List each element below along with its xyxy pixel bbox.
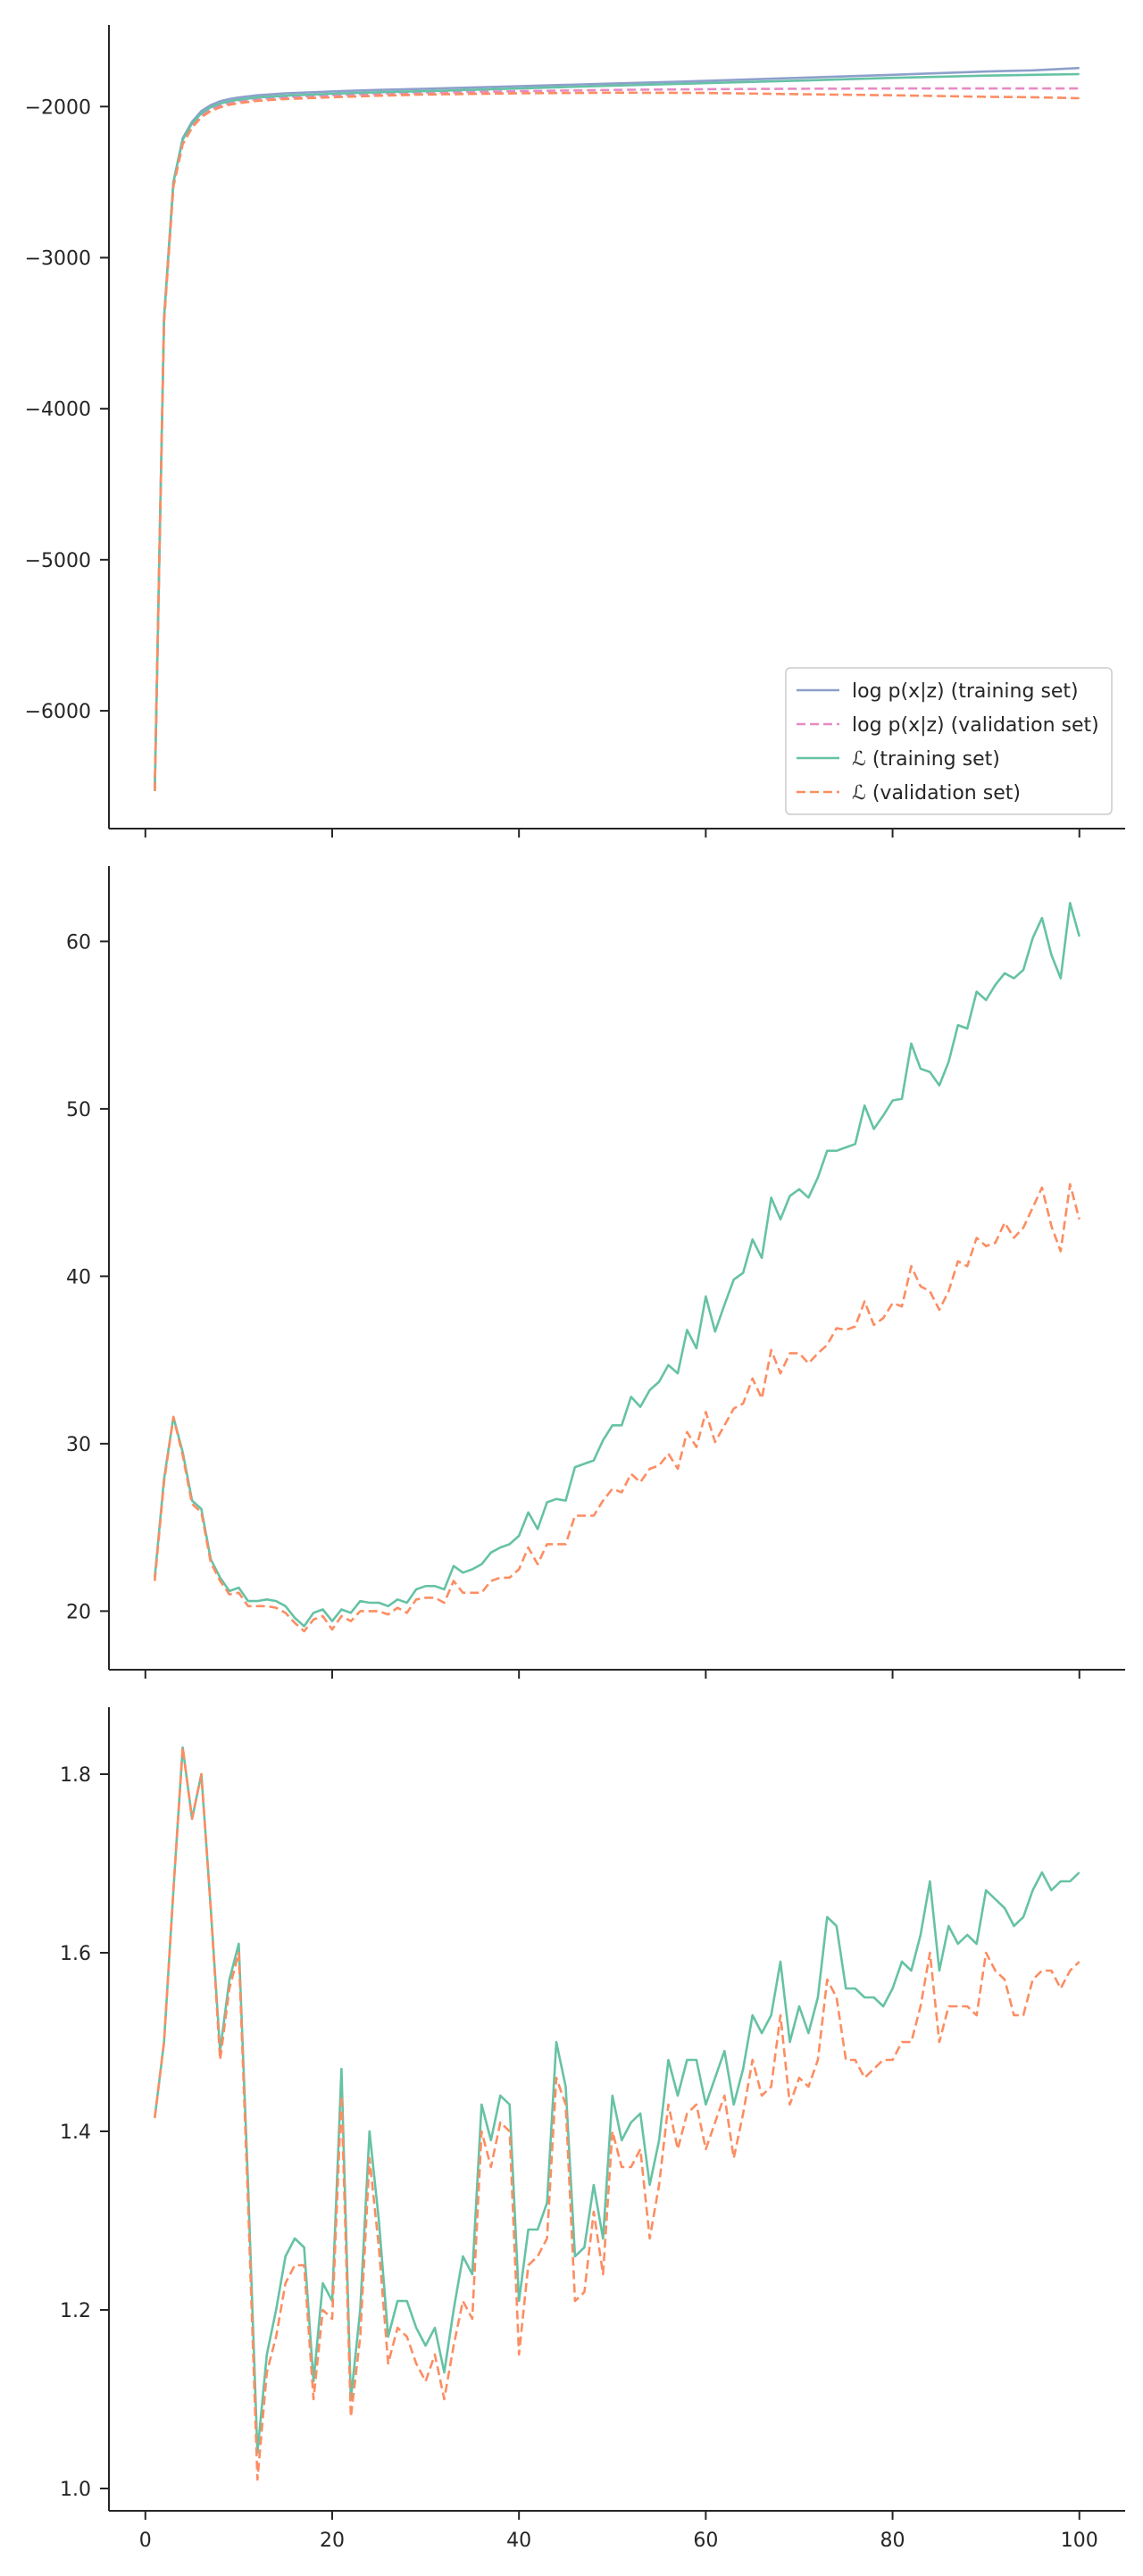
legend-label: ℒ (validation set)	[852, 782, 1021, 804]
y-tick-label: 1.6	[60, 1943, 91, 1965]
y-tick-label: 1.2	[60, 2300, 91, 2322]
y-tick-label: −6000	[25, 701, 91, 723]
series-line-train-L	[154, 1746, 1080, 2455]
y-tick-label: 60	[66, 931, 91, 954]
chart-panel-3: 1.0 1.2 1.4 1.6 1.8 0 20 40 60 80 100	[60, 1707, 1125, 2552]
y-tick-label: 50	[66, 1099, 91, 1121]
y-tick-label: 30	[66, 1434, 91, 1456]
series-line-valid-L	[154, 1183, 1080, 1633]
x-tick-label: 0	[139, 2530, 152, 2552]
y-tick-label: 1.8	[60, 1764, 91, 1787]
x-tick-label: 40	[506, 2530, 531, 2552]
legend-label: log p(x|z) (training set)	[852, 680, 1079, 703]
series-line-train-L	[154, 901, 1080, 1628]
legend-label: log p(x|z) (validation set)	[852, 714, 1099, 737]
chart-panel-2: 20 30 40 50 60	[66, 866, 1125, 1679]
y-tick-label: 20	[66, 1601, 91, 1623]
series-line-train-L	[154, 72, 1080, 791]
x-tick-label: 20	[320, 2530, 345, 2552]
y-tick-label: 1.0	[60, 2479, 91, 2501]
y-tick-label: −2000	[25, 96, 91, 119]
y-tick-label: 40	[66, 1266, 91, 1288]
x-tick-label: 100	[1061, 2530, 1098, 2552]
x-tick-label: 60	[693, 2530, 718, 2552]
y-tick-label: −5000	[25, 550, 91, 572]
chart-panel-1: −6000 −5000 −4000 −3000 −2000 log p(x|z) (tra…	[25, 25, 1125, 838]
y-tick-label: −4000	[25, 399, 91, 421]
legend-frame	[785, 667, 1113, 815]
y-tick-label: −3000	[25, 248, 91, 271]
legend: log p(x|z) (training set) log p(x|z) (val…	[785, 667, 1113, 815]
series-line-valid-L	[154, 91, 1080, 791]
x-tick-label: 80	[880, 2530, 905, 2552]
legend-label: ℒ (training set)	[852, 748, 1000, 771]
series-line-valid-L	[154, 1746, 1080, 2481]
y-tick-label: 1.4	[60, 2122, 91, 2144]
